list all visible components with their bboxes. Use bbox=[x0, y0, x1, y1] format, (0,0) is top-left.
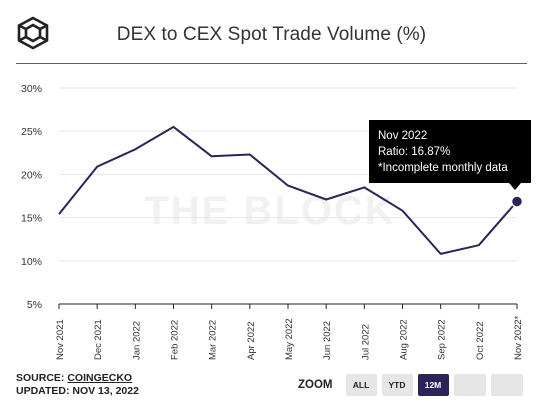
x-tick-label: Dec 2021 bbox=[93, 319, 104, 360]
y-tick-label: 30% bbox=[21, 83, 42, 95]
title-divider bbox=[16, 63, 527, 64]
source-link[interactable]: COINGECKO bbox=[67, 372, 133, 384]
y-tick-label: 15% bbox=[21, 213, 42, 225]
y-tick-label: 20% bbox=[21, 169, 42, 181]
zoom-ytd-button[interactable]: YTD bbox=[381, 374, 413, 396]
zoom-all-button[interactable]: ALL bbox=[345, 374, 377, 396]
x-tick-label: Aug 2022 bbox=[399, 319, 410, 360]
tooltip-note: *Incomplete monthly data bbox=[378, 162, 508, 174]
x-tick-label: Oct 2022 bbox=[475, 321, 486, 360]
zoom-extra-button-1[interactable] bbox=[453, 374, 486, 396]
x-tick-label: Jul 2022 bbox=[360, 324, 371, 360]
chart-footer: SOURCE: COINGECKO UPDATED: NOV 13, 2022 bbox=[16, 372, 139, 398]
x-tick-label: Apr 2022 bbox=[246, 321, 257, 360]
source-prefix: SOURCE: bbox=[16, 372, 68, 384]
tooltip-ratio: Ratio: 16.87% bbox=[378, 146, 451, 158]
chart-header: DEX to CEX Spot Trade Volume (%) bbox=[0, 0, 543, 64]
x-tick-label: Feb 2022 bbox=[170, 320, 181, 360]
zoom-extra-button-2[interactable] bbox=[490, 374, 523, 396]
chart-title: DEX to CEX Spot Trade Volume (%) bbox=[116, 24, 427, 45]
x-tick-label: Jun 2022 bbox=[322, 321, 333, 360]
the-block-logo-icon bbox=[17, 16, 49, 50]
line-chart: THE BLOCK 30% 25% 20% 15% 10% 5% Nov 2021 Dec 20… bbox=[21, 83, 524, 360]
updated-date: UPDATED: NOV 13, 2022 bbox=[16, 385, 139, 397]
x-tick-label: Nov 2021 bbox=[55, 319, 66, 360]
data-tooltip: Nov 2022 Ratio: 16.87% *Incomplete month… bbox=[369, 120, 531, 183]
zoom-12m-button[interactable]: 12M bbox=[417, 374, 449, 396]
x-tick-label: Mar 2022 bbox=[208, 320, 219, 360]
zoom-controls: ZOOM ALL YTD 12M bbox=[298, 374, 523, 396]
tooltip-pointer bbox=[509, 183, 521, 190]
tooltip-date: Nov 2022 bbox=[378, 130, 428, 142]
y-tick-label: 10% bbox=[21, 256, 42, 268]
y-tick-label: 25% bbox=[21, 126, 42, 138]
x-tick-label: Nov 2022* bbox=[513, 315, 524, 360]
source-line: SOURCE: COINGECKO bbox=[16, 372, 139, 385]
watermark-text: THE BLOCK bbox=[144, 189, 395, 233]
zoom-label: ZOOM bbox=[298, 379, 333, 391]
x-tick-label: Jan 2022 bbox=[131, 321, 142, 360]
x-tick-label: Sep 2022 bbox=[437, 319, 448, 360]
x-tick-label: May 2022 bbox=[284, 318, 295, 360]
series-line bbox=[58, 125, 518, 255]
y-tick-label: 5% bbox=[27, 299, 42, 311]
highlight-point bbox=[510, 195, 524, 208]
